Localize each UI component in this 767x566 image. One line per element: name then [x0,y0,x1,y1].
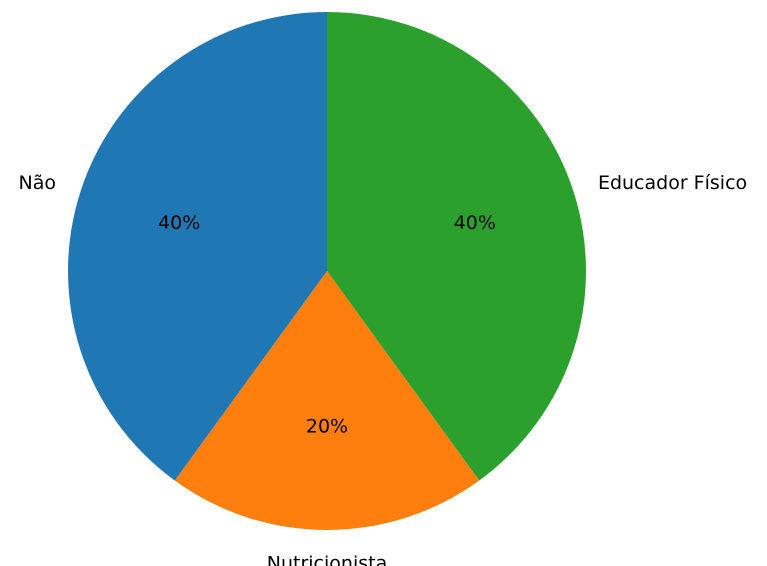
pct-label-nao: 40% [158,212,200,234]
category-label-educador-fisico: Educador Físico [598,172,747,194]
pie-labels: 40% Educador Físico 20% Nutricionista 40% Não [19,172,748,566]
pct-label-nutricionista: 20% [306,415,348,437]
pie-slice-educador-fisico [327,12,586,481]
pie-slices [68,12,586,530]
pie-slice-nutricionista [174,271,480,530]
pie-slice-nao [68,12,328,481]
category-label-nutricionista: Nutricionista [267,552,387,566]
pct-label-educador-fisico: 40% [454,212,496,234]
category-label-nao: Não [19,172,56,194]
